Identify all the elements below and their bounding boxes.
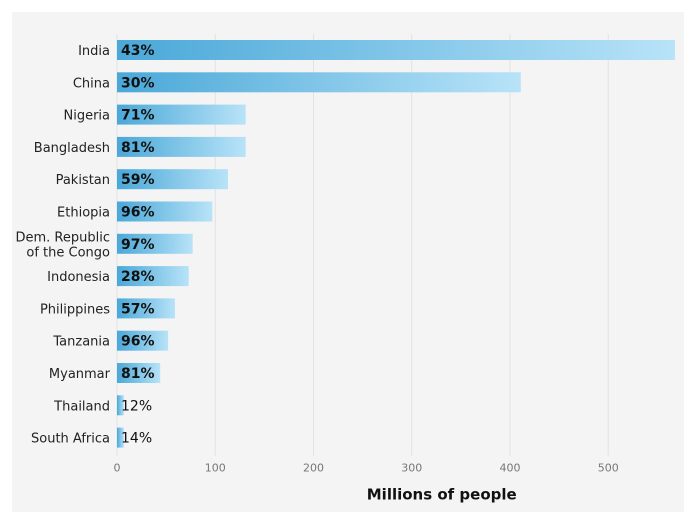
category-label: India (78, 44, 110, 59)
bar-percent-label: 30% (121, 75, 155, 91)
category-label: Pakistan (56, 173, 110, 188)
category-label: Ethiopia (57, 206, 110, 221)
bar (117, 298, 175, 319)
bar-percent-label: 96% (121, 205, 155, 221)
bar (117, 104, 246, 125)
x-axis-title: Millions of people (367, 486, 517, 504)
bar-percent-label: 81% (121, 140, 155, 156)
x-tick-label: 500 (598, 462, 619, 475)
bar-percent-label: 71% (121, 108, 155, 124)
category-label: Tanzania (52, 335, 110, 350)
bar (117, 363, 161, 383)
bar (117, 201, 213, 222)
x-axis-ticks: 0 100 200 300 400 500 (114, 462, 619, 475)
gridlines (116, 34, 609, 456)
bar-percent-label: 96% (121, 334, 155, 350)
category-label: Bangladesh (34, 141, 110, 156)
category-label: Nigeria (63, 109, 110, 124)
bar (117, 169, 229, 190)
bar (117, 136, 246, 157)
bar (117, 40, 676, 60)
bar (117, 233, 193, 254)
bar-percent-label: 14% (121, 431, 152, 447)
category-label: Thailand (53, 399, 110, 414)
x-tick-label: 100 (205, 462, 226, 475)
category-labels: India China Nigeria Bangladesh Pakistan Ethio… (16, 44, 111, 447)
x-tick-label: 200 (303, 462, 324, 475)
category-label: Myanmar (49, 367, 111, 382)
bar-percent-label: 97% (121, 237, 155, 253)
x-tick-label: 300 (401, 462, 422, 475)
bar (117, 72, 521, 93)
bar-percent-label: 28% (121, 269, 155, 285)
bar (117, 395, 124, 416)
x-tick-label: 0 (114, 462, 121, 475)
bar (117, 330, 169, 351)
bar (117, 266, 189, 287)
bar-percent-label: 12% (121, 398, 152, 414)
bar-percent-label: 43% (121, 43, 155, 59)
chart-panel: 43% 30% 71% 81% 59% 96% 97% 28% 57% 96% 81% 12% 14% … (12, 12, 684, 512)
category-label: Philippines (40, 302, 110, 317)
category-label: South Africa (31, 432, 110, 447)
x-tick-label: 400 (499, 462, 520, 475)
category-label: China (73, 76, 110, 91)
bar-percent-label: 57% (121, 301, 155, 317)
bar-percent-label: 81% (121, 366, 155, 382)
bars: 43% 30% 71% 81% 59% 96% 97% 28% 57% 96% 81% 12% 14% (117, 40, 676, 448)
category-label: Dem. Republic of the Congo (16, 230, 111, 260)
bar-percent-label: 59% (121, 172, 155, 188)
category-label: Indonesia (47, 270, 110, 285)
bar-chart: 43%30%71%81%59%96%97%28%57%96%81%12%14% … (16, 34, 676, 504)
bar (117, 427, 124, 448)
